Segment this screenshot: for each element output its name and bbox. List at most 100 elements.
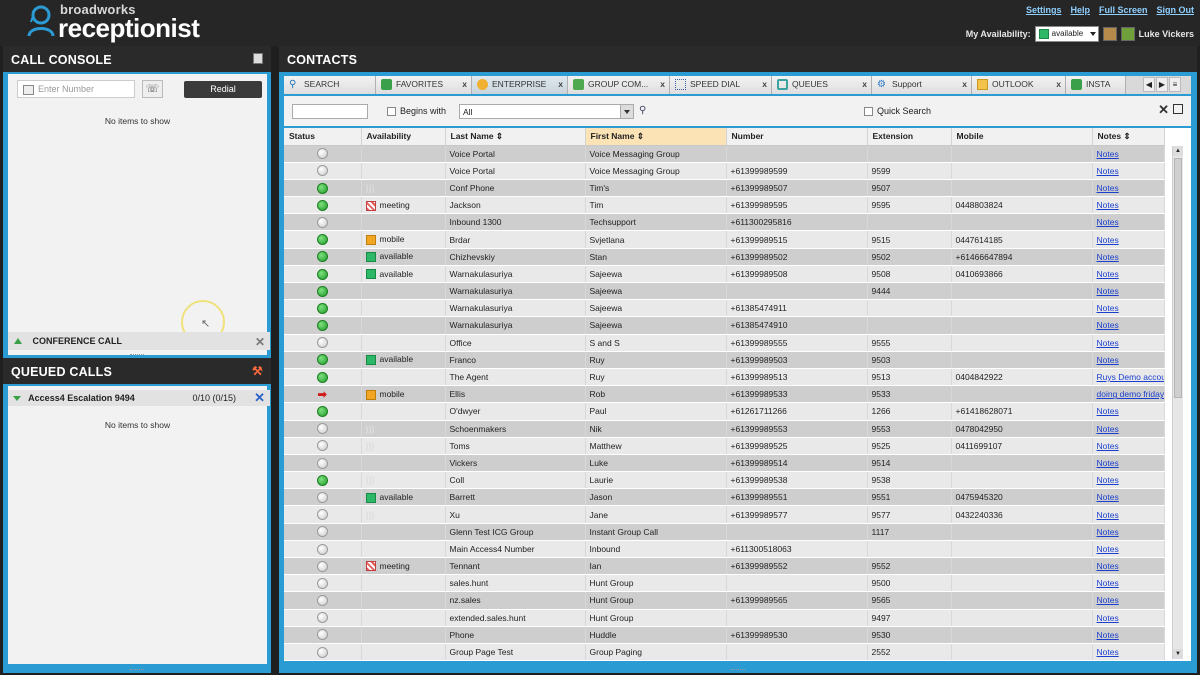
sign-out-link[interactable]: Sign Out [1156, 5, 1195, 15]
notes-link[interactable]: Notes [1092, 265, 1165, 284]
notes-link[interactable]: Notes [1092, 643, 1165, 661]
notes-link[interactable]: Notes [1092, 145, 1165, 163]
notes-link[interactable]: Notes [1092, 488, 1165, 507]
dial-icon[interactable] [253, 53, 263, 64]
table-row[interactable]: sales.hunt Hunt Group 9500 Notes [284, 574, 1165, 593]
tab-menu-icon[interactable]: ≡ [1169, 77, 1181, 92]
popout-icon[interactable] [1173, 104, 1183, 114]
table-row[interactable]: Group Page Test Group Paging 2552 Notes [284, 643, 1165, 661]
collapse-icon[interactable] [13, 396, 21, 401]
close-tab-icon[interactable]: x [862, 79, 867, 89]
settings-link[interactable]: Settings [1025, 5, 1062, 15]
directory-filter-select[interactable]: All [459, 104, 634, 119]
notes-link[interactable]: Notes [1092, 523, 1165, 541]
help-link[interactable]: Help [1070, 5, 1090, 15]
tab-favorites[interactable]: FAVORITES x [376, 76, 472, 94]
conference-call-bar[interactable]: CONFERENCE CALL ✕ [8, 332, 270, 350]
notes-link[interactable]: Notes [1092, 437, 1165, 455]
close-tab-icon[interactable]: x [558, 79, 563, 89]
table-row[interactable]: ))) Conf Phone Tim's +61399989507 9507 Notes [284, 179, 1165, 198]
table-row[interactable]: Vickers Luke +61399989514 9514 Notes [284, 454, 1165, 473]
close-tab-icon[interactable]: x [660, 79, 665, 89]
table-row[interactable]: Inbound 1300 Techsupport +611300295816 Note… [284, 213, 1165, 232]
table-row[interactable]: ))) Xu Jane +61399989577 9577 0432240336 Notes [284, 505, 1165, 524]
table-row[interactable]: ))) Toms Matthew +61399989525 9525 0411699107… [284, 437, 1165, 455]
column-extension[interactable]: Extension [867, 128, 952, 146]
notes-link[interactable]: Notes [1092, 454, 1165, 473]
tab-instant-message[interactable]: INSTA [1066, 76, 1126, 94]
table-row[interactable]: ➡ mobile Ellis Rob +61399989533 9533 doing dem… [284, 385, 1165, 404]
availability-select[interactable]: available [1034, 25, 1099, 42]
close-tab-icon[interactable]: x [962, 79, 967, 89]
close-tab-icon[interactable]: x [462, 79, 467, 89]
table-row[interactable]: Voice Portal Voice Messaging Group Notes [284, 145, 1165, 163]
notes-link[interactable]: Notes [1092, 162, 1165, 180]
notes-link[interactable]: Notes [1092, 626, 1165, 644]
table-row[interactable]: O'dwyer Paul +61261711266 1266 +61418628071 N… [284, 402, 1165, 421]
tab-speed-dial[interactable]: SPEED DIAL x [670, 76, 772, 94]
notes-link[interactable]: Notes [1092, 609, 1165, 627]
notes-link[interactable]: Notes [1092, 316, 1165, 335]
tab-outlook[interactable]: OUTLOOK x [972, 76, 1066, 94]
scrollbar-thumb[interactable] [1174, 158, 1182, 398]
notes-link[interactable]: Notes [1092, 282, 1165, 301]
enter-number-input[interactable]: Enter Number [17, 80, 135, 98]
table-row[interactable]: Glenn Test ICG Group Instant Group Call 11… [284, 523, 1165, 541]
tab-support[interactable]: ⚙ Support x [872, 76, 972, 94]
notes-link[interactable]: Notes [1092, 557, 1165, 576]
table-row[interactable]: mobile Brdar Svjetlana +61399989515 9515 0447… [284, 230, 1165, 249]
notes-link[interactable]: Notes [1092, 230, 1165, 249]
notes-link[interactable]: Notes [1092, 471, 1165, 490]
notes-link[interactable]: Notes [1092, 540, 1165, 559]
table-row[interactable]: extended.sales.hunt Hunt Group 9497 Notes [284, 609, 1165, 627]
column-number[interactable]: Number [726, 128, 868, 146]
scroll-left-icon[interactable]: ◀ [1143, 77, 1155, 92]
tab-group-communicator[interactable]: GROUP COM... x [568, 76, 670, 94]
close-icon[interactable]: ✕ [254, 335, 265, 349]
queue-tools-icon[interactable]: ⚒ [252, 364, 263, 378]
vertical-scrollbar[interactable]: ▲ ▼ [1172, 146, 1183, 659]
column-first-name[interactable]: First Name ⇕ [585, 128, 727, 146]
scroll-right-icon[interactable]: ▶ [1156, 77, 1168, 92]
search-icon[interactable]: ⚲ [639, 105, 647, 116]
table-row[interactable]: ))) Schoenmakers Nik +61399989553 9553 047804… [284, 420, 1165, 438]
full-screen-link[interactable]: Full Screen [1098, 5, 1148, 15]
close-icon[interactable]: ✕ [254, 390, 265, 405]
tab-queues[interactable]: QUEUES x [772, 76, 872, 94]
tab-enterprise[interactable]: ENTERPRISE x [472, 76, 568, 94]
table-row[interactable]: nz.sales Hunt Group +61399989565 9565 Notes [284, 591, 1165, 610]
column-last-name[interactable]: Last Name ⇕ [445, 128, 586, 146]
tab-search[interactable]: ⚲ SEARCH [284, 76, 376, 94]
scroll-down-icon[interactable]: ▼ [1173, 649, 1183, 659]
scroll-up-icon[interactable]: ▲ [1173, 146, 1183, 156]
close-tab-icon[interactable]: x [1056, 79, 1061, 89]
resize-handle[interactable] [731, 669, 745, 672]
table-row[interactable]: Warnakulasuriya Sajeewa 9444 Notes [284, 282, 1165, 301]
dialpad-button[interactable]: ☏ [142, 80, 163, 98]
redial-button[interactable]: Redial [184, 81, 262, 98]
user-settings-icon[interactable] [1102, 26, 1117, 41]
chevron-down-icon[interactable] [620, 105, 633, 118]
notes-link[interactable]: Notes [1092, 420, 1165, 438]
resize-handle[interactable] [130, 669, 144, 672]
table-row[interactable]: Voice Portal Voice Messaging Group +613999… [284, 162, 1165, 180]
begins-with-checkbox[interactable] [387, 107, 396, 116]
column-notes[interactable]: Notes ⇕ [1092, 128, 1165, 146]
notes-link[interactable]: doing demo friday [1092, 385, 1165, 404]
table-row[interactable]: ))) Coll Laurie +61399989538 9538 Notes [284, 471, 1165, 490]
table-row[interactable]: Phone Huddle +61399989530 9530 Notes [284, 626, 1165, 644]
table-row[interactable]: The Agent Ruy +61399989513 9513 0404842922 Ru… [284, 368, 1165, 387]
column-availability[interactable]: Availability [361, 128, 446, 146]
notes-link[interactable]: Notes [1092, 574, 1165, 593]
notes-link[interactable]: Notes [1092, 591, 1165, 610]
contacts-search-input[interactable] [292, 104, 368, 119]
queue-item[interactable]: Access4 Escalation 9494 0/10 (0/15) ✕ [8, 390, 270, 406]
expand-icon[interactable] [14, 338, 22, 344]
resize-handle[interactable] [130, 354, 144, 357]
quick-search-checkbox[interactable] [864, 107, 873, 116]
column-status[interactable]: Status [284, 128, 362, 146]
table-row[interactable]: meeting Tennant Ian +61399989552 9552 Notes [284, 557, 1165, 576]
notes-link[interactable]: Notes [1092, 179, 1165, 198]
notes-link[interactable]: Notes [1092, 299, 1165, 318]
notes-link[interactable]: Notes [1092, 334, 1165, 352]
